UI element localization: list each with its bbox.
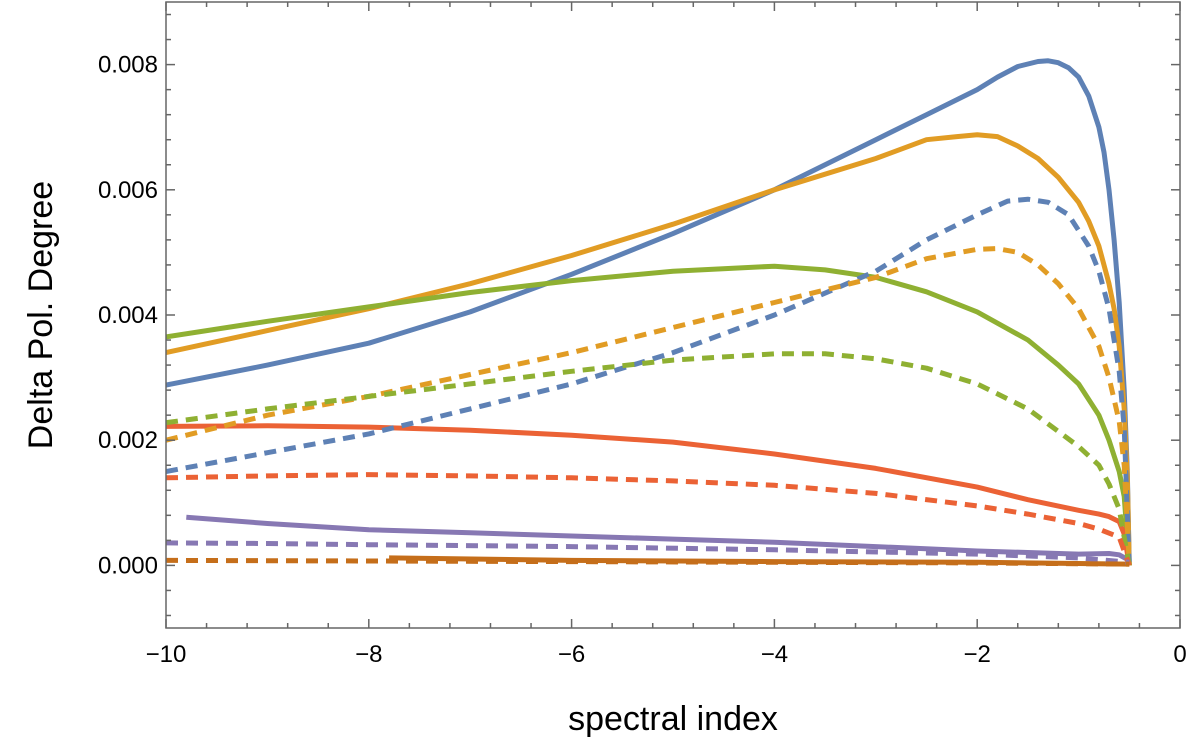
x-tick-label: 0 <box>1173 641 1186 668</box>
series-line-brown-solid <box>389 555 1130 567</box>
x-tick-label: −10 <box>146 641 187 668</box>
y-axis-label: Delta Pol. Degree <box>22 181 60 449</box>
series-line-red-solid <box>166 423 1132 566</box>
series-line-blue-solid <box>166 58 1132 566</box>
series-line-brown-dashed <box>166 557 1130 567</box>
x-tick-label: −2 <box>964 641 991 668</box>
y-tick-label: 0.002 <box>98 427 158 454</box>
series-line-orange-dashed <box>166 246 1132 566</box>
series-layer <box>166 58 1132 567</box>
y-tick-label: 0.006 <box>98 177 158 204</box>
series-line-purple-solid <box>186 514 1131 563</box>
series-line-purple-dashed <box>166 540 1130 565</box>
x-axis-label: spectral index <box>568 700 778 738</box>
series-line-orange-solid <box>166 132 1132 566</box>
x-tick-label: −6 <box>558 641 585 668</box>
series-line-blue-dashed <box>166 196 1132 566</box>
y-tick-label: 0.004 <box>98 302 158 329</box>
y-tick-label: 0.008 <box>98 52 158 79</box>
series-line-green-dashed <box>166 351 1132 566</box>
y-tick-label: 0.000 <box>98 552 158 579</box>
x-tick-label: −4 <box>761 641 788 668</box>
ticks-layer: −10 −8 −6 −4 −2 0 0.000 0.002 0.004 0.006 0.008 <box>98 2 1187 668</box>
x-tick-label: −8 <box>355 641 382 668</box>
series-line-green-solid <box>166 263 1132 566</box>
